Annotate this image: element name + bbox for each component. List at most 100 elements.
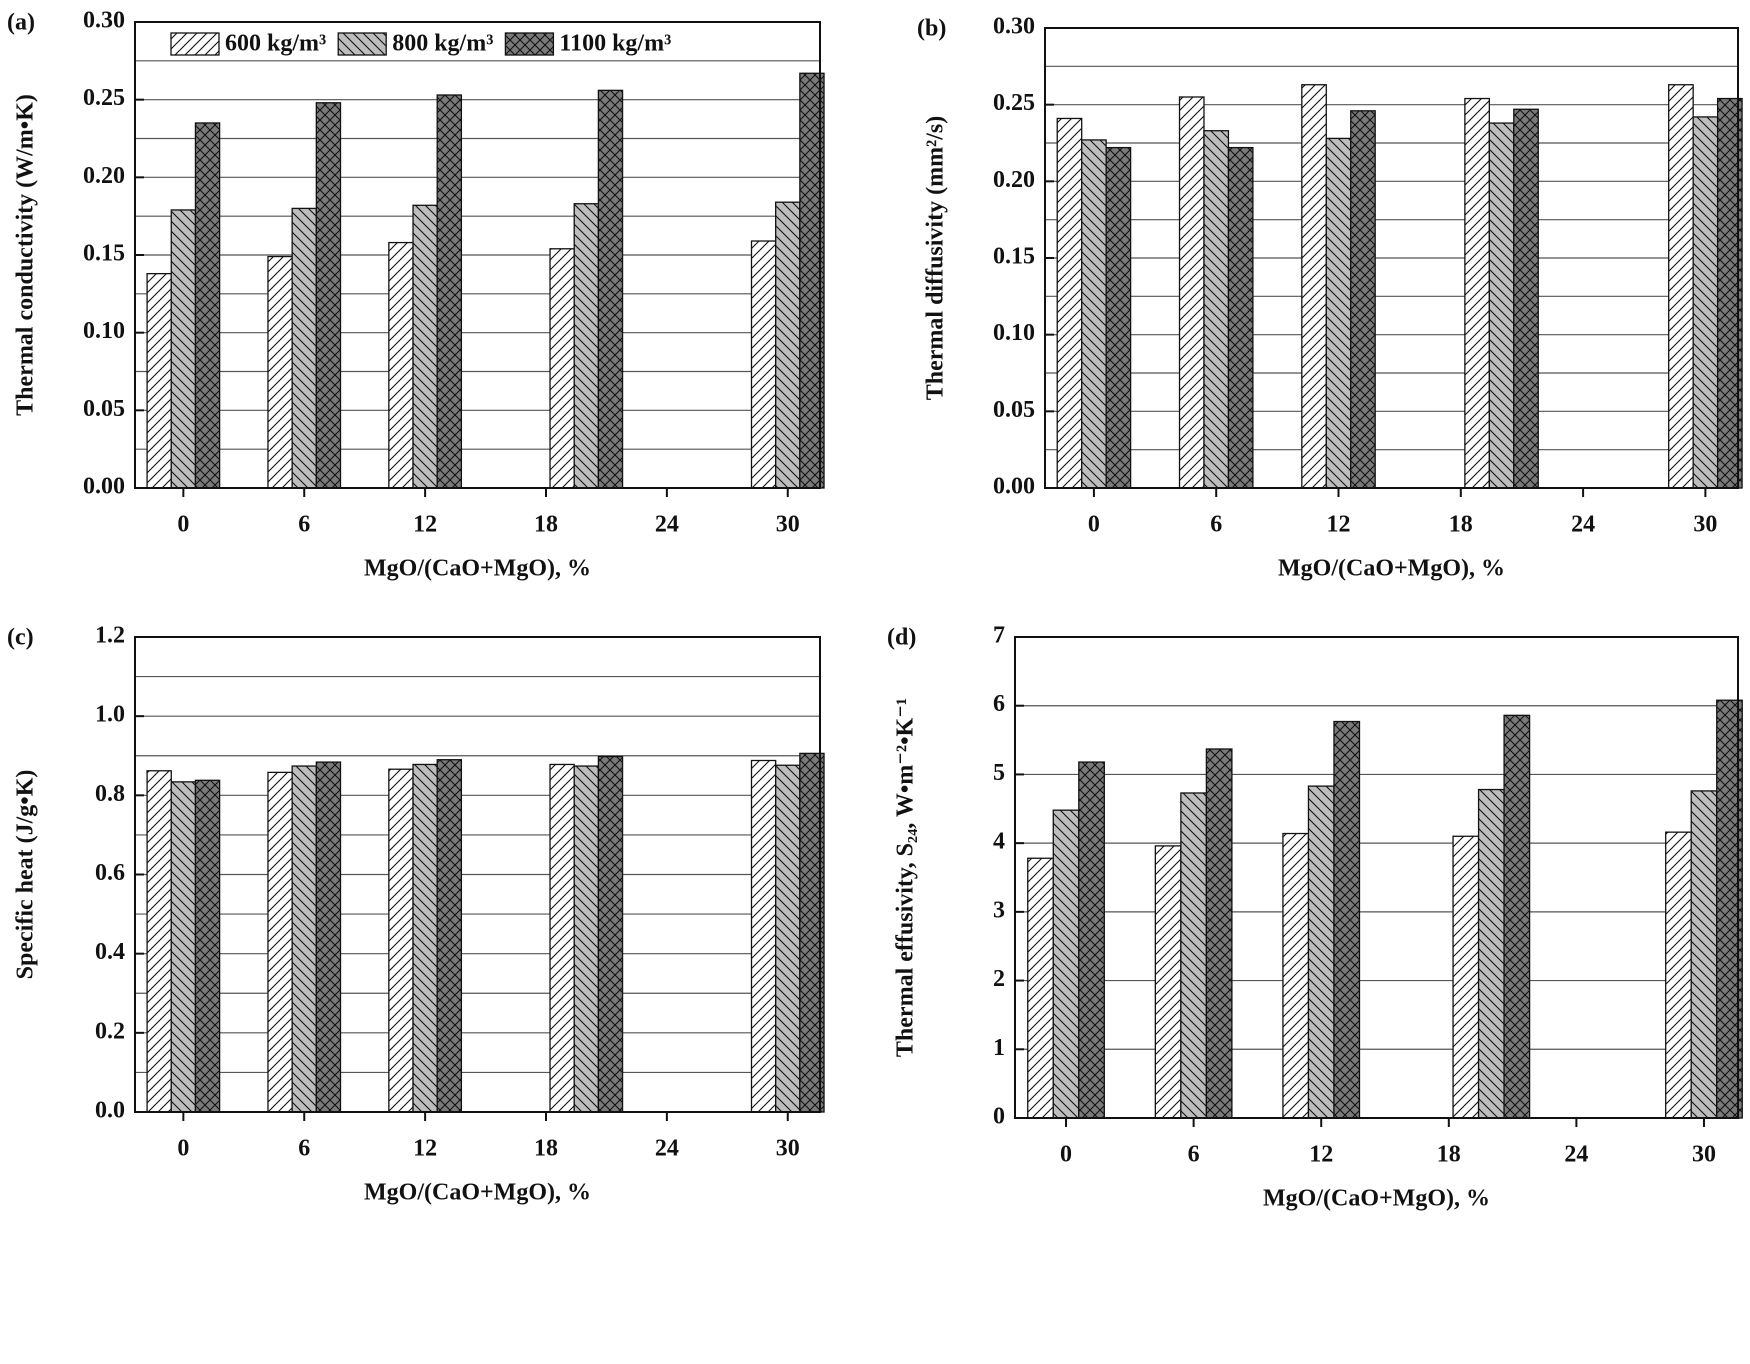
x-tick-label: 24 xyxy=(1564,1142,1588,1168)
y-tick-label: 0.30 xyxy=(83,8,125,34)
bar xyxy=(549,763,575,1113)
bar xyxy=(1668,84,1694,489)
bar xyxy=(1333,720,1361,1119)
bar xyxy=(573,203,600,489)
y-tick-label: 7 xyxy=(993,623,1005,649)
y-tick-label: 0.15 xyxy=(83,241,125,267)
panel-label: (a) xyxy=(7,10,35,36)
bar xyxy=(750,759,777,1113)
bar xyxy=(775,764,801,1113)
bar xyxy=(412,204,438,489)
y-tick-label: 0.20 xyxy=(83,163,125,189)
bar xyxy=(1488,122,1515,489)
bar xyxy=(1203,130,1230,489)
bar xyxy=(1105,146,1132,489)
bar xyxy=(597,755,624,1113)
y-tick-label: 0.10 xyxy=(993,320,1035,346)
bar xyxy=(194,122,221,489)
x-tick-label: 30 xyxy=(1692,1142,1716,1168)
x-tick-label: 30 xyxy=(776,1136,800,1162)
bar xyxy=(1178,96,1205,489)
bar xyxy=(315,102,342,489)
x-tick-label: 18 xyxy=(1437,1142,1461,1168)
x-tick-label: 30 xyxy=(776,512,800,538)
bar xyxy=(1052,809,1080,1119)
legend-swatch xyxy=(337,32,387,56)
bar xyxy=(388,768,414,1113)
x-tick-label: 0 xyxy=(1060,1142,1072,1168)
y-tick-label: 0.4 xyxy=(95,939,125,965)
bar xyxy=(170,209,197,489)
x-tick-label: 24 xyxy=(1571,512,1595,538)
x-axis-label: MgO/(CaO+MgO), % xyxy=(1263,1186,1490,1212)
bar xyxy=(1452,835,1480,1119)
y-tick-label: 0.00 xyxy=(83,474,125,500)
y-tick-label: 1.0 xyxy=(95,702,125,728)
bar xyxy=(146,770,172,1113)
y-tick-label: 0 xyxy=(993,1104,1005,1130)
bar xyxy=(170,781,197,1113)
y-tick-label: 0.6 xyxy=(95,860,125,886)
bar xyxy=(1205,748,1233,1119)
bar xyxy=(1078,761,1105,1119)
y-tick-label: 5 xyxy=(993,760,1005,786)
x-tick-label: 12 xyxy=(1327,512,1351,538)
legend-label: 1100 kg/m³ xyxy=(559,31,671,57)
panel-label: (d) xyxy=(887,625,916,651)
panel-label: (c) xyxy=(7,625,34,651)
bar xyxy=(388,241,414,489)
bar xyxy=(775,201,801,489)
y-tick-label: 0.25 xyxy=(993,90,1035,116)
x-tick-label: 12 xyxy=(413,512,437,538)
bar xyxy=(573,765,600,1113)
bar xyxy=(291,765,317,1113)
x-tick-label: 24 xyxy=(655,1136,679,1162)
y-tick-label: 0.05 xyxy=(993,397,1035,423)
x-tick-label: 12 xyxy=(413,1136,437,1162)
y-axis-label: Specific heat (J/g•K) xyxy=(13,770,39,980)
bar xyxy=(1180,792,1208,1119)
legend-swatch xyxy=(170,32,220,56)
y-tick-label: 0.30 xyxy=(993,14,1035,40)
bar xyxy=(1154,845,1182,1119)
bar xyxy=(1301,84,1327,489)
y-tick-label: 0.15 xyxy=(993,244,1035,270)
bar xyxy=(1665,831,1692,1119)
plot-frame xyxy=(1044,27,1739,489)
y-tick-label: 2 xyxy=(993,966,1005,992)
x-tick-label: 0 xyxy=(177,1136,189,1162)
bar xyxy=(412,763,438,1113)
x-tick-label: 0 xyxy=(177,512,189,538)
x-axis-label: MgO/(CaO+MgO), % xyxy=(364,556,591,582)
y-tick-label: 0.20 xyxy=(993,167,1035,193)
x-tick-label: 6 xyxy=(298,1136,310,1162)
plot-frame xyxy=(134,21,821,489)
bar xyxy=(267,255,293,489)
bar xyxy=(1056,117,1083,489)
x-tick-label: 18 xyxy=(1449,512,1473,538)
bar xyxy=(194,779,221,1113)
bar xyxy=(1513,108,1539,489)
y-tick-label: 1 xyxy=(993,1035,1005,1061)
bar xyxy=(1325,137,1352,489)
bar xyxy=(750,240,777,489)
x-tick-label: 24 xyxy=(655,512,679,538)
panel-label: (b) xyxy=(917,16,946,42)
bar xyxy=(1027,857,1054,1119)
bar xyxy=(291,207,317,489)
bar xyxy=(315,761,342,1113)
y-tick-label: 0.2 xyxy=(95,1018,125,1044)
y-tick-label: 4 xyxy=(993,829,1005,855)
bar xyxy=(1690,790,1718,1119)
y-tick-label: 1.2 xyxy=(95,623,125,649)
x-tick-label: 0 xyxy=(1088,512,1100,538)
y-tick-label: 0.00 xyxy=(993,474,1035,500)
x-tick-label: 12 xyxy=(1309,1142,1333,1168)
x-tick-label: 6 xyxy=(1188,1142,1200,1168)
y-tick-label: 0.25 xyxy=(83,85,125,111)
y-tick-label: 0.05 xyxy=(83,396,125,422)
bar xyxy=(436,759,463,1113)
bar xyxy=(1350,110,1376,489)
plot-frame xyxy=(134,636,821,1113)
legend-label: 600 kg/m³ xyxy=(225,31,326,57)
